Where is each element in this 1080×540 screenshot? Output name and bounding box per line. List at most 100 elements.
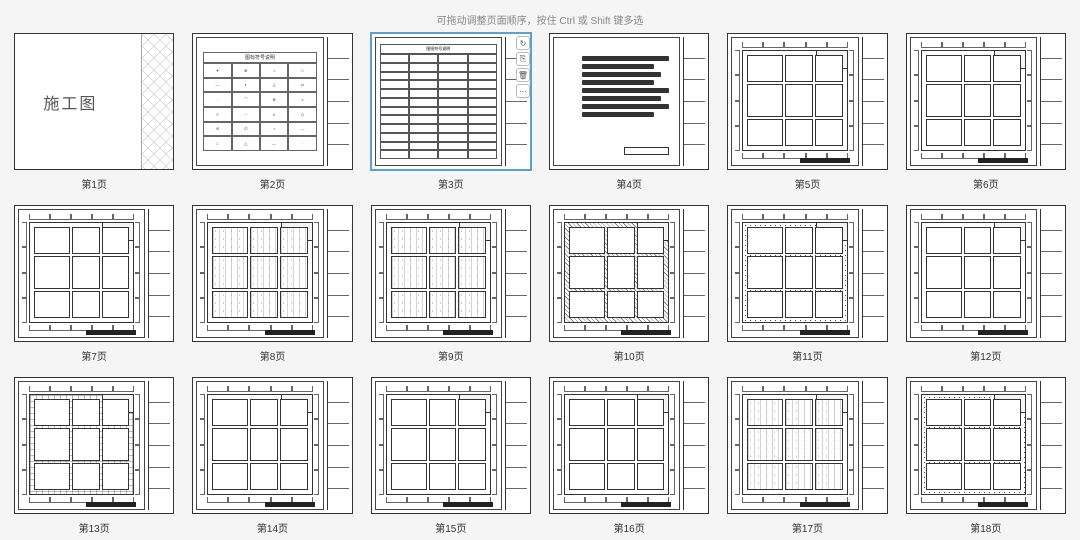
- thumbnail-canvas[interactable]: [371, 377, 531, 514]
- floor-plan: [29, 222, 134, 323]
- floor-plan: [207, 394, 312, 495]
- thumbnail-canvas[interactable]: [906, 377, 1066, 514]
- floor-plan: [921, 222, 1026, 323]
- title-block: [505, 381, 527, 510]
- title-block: [862, 381, 884, 510]
- page-label: 第4页: [616, 176, 642, 191]
- thumbnail-canvas[interactable]: [549, 205, 709, 342]
- page-thumbnail[interactable]: 图纸符号说明 ↻ ⎘ 🗑 ⋯ 第3页: [371, 33, 531, 191]
- legend-table: 图标符号说明✦⊕○□—◐△▭·⌒⊗×≡~//◇⊘∅○—□△—·: [203, 52, 316, 151]
- page-label: 第13页: [79, 520, 110, 535]
- title-block: [683, 209, 705, 338]
- thumbnail-canvas[interactable]: [727, 205, 887, 342]
- floor-plan: [921, 50, 1026, 151]
- floor-plan: [742, 50, 847, 151]
- title-block: [327, 37, 349, 166]
- page-label: 第2页: [260, 176, 286, 191]
- title-block: [148, 381, 170, 510]
- drawing-title-strip: [443, 330, 493, 335]
- page-thumbnail[interactable]: 第11页: [727, 205, 887, 363]
- page-label: 第16页: [614, 520, 645, 535]
- floor-plan: [742, 394, 847, 495]
- drawing-frame: [375, 381, 502, 510]
- thumb-toolbar: ↻ ⎘ 🗑 ⋯: [516, 36, 531, 98]
- page-thumbnail[interactable]: 第18页: [906, 377, 1066, 535]
- title-block: [1040, 209, 1062, 338]
- drawing-title-strip: [86, 330, 136, 335]
- drawing-frame: [910, 37, 1037, 166]
- drawing-frame: [731, 381, 858, 510]
- page-label: 第3页: [438, 176, 464, 191]
- page-thumbnail[interactable]: 第8页: [192, 205, 352, 363]
- page-thumbnail[interactable]: 第13页: [14, 377, 174, 535]
- floor-plan: [564, 222, 669, 323]
- title-block: [862, 37, 884, 166]
- rotate-button[interactable]: ↻: [516, 36, 530, 50]
- thumbnail-canvas[interactable]: [549, 33, 709, 170]
- page-thumbnail[interactable]: 第12页: [906, 205, 1066, 363]
- title-block: [1040, 381, 1062, 510]
- floor-plan: [921, 394, 1026, 495]
- thumbnail-canvas[interactable]: [192, 377, 352, 514]
- page-thumbnail[interactable]: 第5页: [727, 33, 887, 191]
- title-block: [1040, 37, 1062, 166]
- drawing-title-strip: [621, 330, 671, 335]
- drawing-title-strip: [978, 330, 1028, 335]
- thumbnail-canvas[interactable]: [727, 377, 887, 514]
- drawing-frame: [375, 209, 502, 338]
- more-button[interactable]: ⋯: [516, 84, 530, 98]
- drawing-frame: [196, 209, 323, 338]
- page-sorter-viewer: 可拖动调整页面顺序，按住 Ctrl 或 Shift 键多选 施工图 第1页 图标…: [0, 0, 1080, 540]
- page-label: 第11页: [792, 348, 822, 363]
- delete-button[interactable]: 🗑: [516, 68, 530, 82]
- copy-button[interactable]: ⎘: [516, 52, 530, 66]
- page-thumbnail[interactable]: 第7页: [14, 205, 174, 363]
- thumbnail-canvas[interactable]: [14, 377, 174, 514]
- page-label: 第18页: [970, 520, 1001, 535]
- drawing-title-strip: [86, 502, 136, 507]
- thumbnail-canvas[interactable]: 施工图: [14, 33, 174, 170]
- title-block: [505, 209, 527, 338]
- page-thumbnail[interactable]: 第15页: [371, 377, 531, 535]
- thumbnail-canvas[interactable]: [14, 205, 174, 342]
- page-label: 第17页: [792, 520, 823, 535]
- thumbnail-canvas[interactable]: [549, 377, 709, 514]
- title-block: [683, 37, 705, 166]
- directory-title: 图纸符号说明: [380, 44, 497, 54]
- page-label: 第10页: [614, 348, 645, 363]
- page-thumbnail[interactable]: 图标符号说明✦⊕○□—◐△▭·⌒⊗×≡~//◇⊘∅○—□△—· 第2页: [192, 33, 352, 191]
- page-thumbnail[interactable]: 第6页: [906, 33, 1066, 191]
- hint-text: 可拖动调整页面顺序，按住 Ctrl 或 Shift 键多选: [14, 8, 1066, 33]
- title-block: [683, 381, 705, 510]
- drawing-frame: [731, 37, 858, 166]
- page-label: 第1页: [81, 176, 107, 191]
- thumbnail-canvas[interactable]: [906, 33, 1066, 170]
- page-thumbnail[interactable]: 第4页: [549, 33, 709, 191]
- floor-plan: [742, 222, 847, 323]
- page-thumbnail[interactable]: 第16页: [549, 377, 709, 535]
- drawing-title-strip: [800, 158, 850, 163]
- page-thumbnail[interactable]: 第17页: [727, 377, 887, 535]
- floor-plan: [386, 222, 491, 323]
- page-label: 第12页: [970, 348, 1001, 363]
- drawing-frame: [553, 209, 680, 338]
- thumbnail-canvas[interactable]: [371, 205, 531, 342]
- title-block: [148, 209, 170, 338]
- drawing-title-strip: [978, 502, 1028, 507]
- page-thumbnail[interactable]: 第10页: [549, 205, 709, 363]
- page-thumbnail[interactable]: 第9页: [371, 205, 531, 363]
- page-label: 第14页: [257, 520, 288, 535]
- drawing-frame: [553, 381, 680, 510]
- page-thumbnail[interactable]: 施工图 第1页: [14, 33, 174, 191]
- thumbnail-canvas[interactable]: [906, 205, 1066, 342]
- drawing-title-strip: [800, 330, 850, 335]
- thumbnail-canvas[interactable]: [192, 205, 352, 342]
- thumbnail-canvas[interactable]: 图纸符号说明 ↻ ⎘ 🗑 ⋯: [371, 33, 531, 170]
- thumbnail-canvas[interactable]: [727, 33, 887, 170]
- thumbnail-canvas[interactable]: 图标符号说明✦⊕○□—◐△▭·⌒⊗×≡~//◇⊘∅○—□△—·: [192, 33, 352, 170]
- legend-title: 图标符号说明: [203, 52, 316, 63]
- cover-decoration: [141, 34, 173, 169]
- drawing-frame: [18, 381, 145, 510]
- drawing-title-strip: [443, 502, 493, 507]
- page-thumbnail[interactable]: 第14页: [192, 377, 352, 535]
